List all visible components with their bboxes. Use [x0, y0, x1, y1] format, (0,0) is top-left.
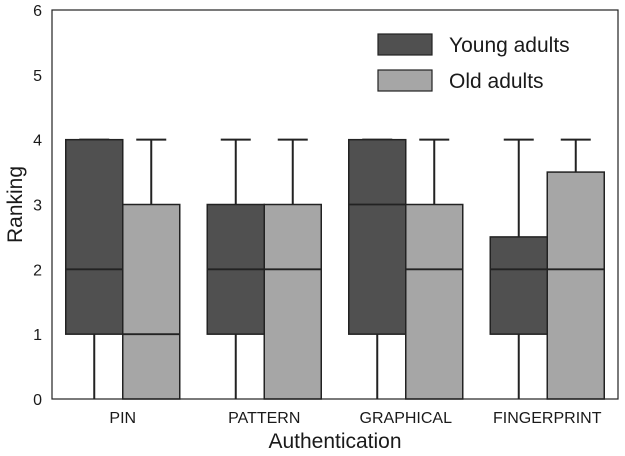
legend: Young adults Old adults: [377, 33, 570, 93]
y-tick-label: 2: [33, 262, 42, 279]
box-old-adults-pattern: [263, 138, 322, 400]
legend-label: Young adults: [449, 34, 570, 57]
box-young-adults-fingerprint: [489, 138, 548, 399]
x-axis-title: Authentication: [268, 430, 401, 453]
box-body: [405, 203, 464, 400]
legend-label: Old adults: [449, 70, 544, 93]
plot-marks: [65, 138, 605, 400]
box-body: [65, 138, 124, 335]
box-old-adults-fingerprint: [546, 138, 605, 400]
box-body: [546, 171, 605, 400]
box-young-adults-pattern: [206, 138, 265, 399]
y-tick-label: 3: [33, 198, 42, 215]
y-tick-label: 4: [33, 133, 42, 150]
y-tick-label: 0: [33, 392, 42, 409]
y-tick-label: 5: [33, 68, 42, 85]
box-old-adults-graphical: [405, 138, 464, 400]
x-axis-ticks: PIN PATTERN GRAPHICAL FINGERPRINT: [109, 410, 601, 427]
box-body: [348, 138, 407, 335]
legend-swatch: [377, 69, 433, 92]
box-body: [263, 203, 322, 400]
y-tick-label: 1: [33, 327, 42, 344]
y-axis-ticks: 0 1 2 3 4 5 6: [33, 3, 42, 409]
x-tick-label: FINGERPRINT: [493, 410, 602, 427]
box-young-adults-graphical: [348, 138, 407, 399]
y-axis-title: Ranking: [4, 166, 27, 243]
box-body: [122, 203, 181, 400]
box-young-adults-pin: [65, 138, 124, 399]
y-tick-label: 6: [33, 3, 42, 20]
legend-swatch: [377, 33, 433, 56]
box-old-adults-pin: [122, 138, 181, 400]
x-tick-label: PIN: [109, 410, 136, 427]
plot-frame: [51, 9, 619, 400]
box-body: [489, 236, 548, 335]
x-tick-label: PATTERN: [228, 410, 300, 427]
x-tick-label: GRAPHICAL: [360, 410, 453, 427]
